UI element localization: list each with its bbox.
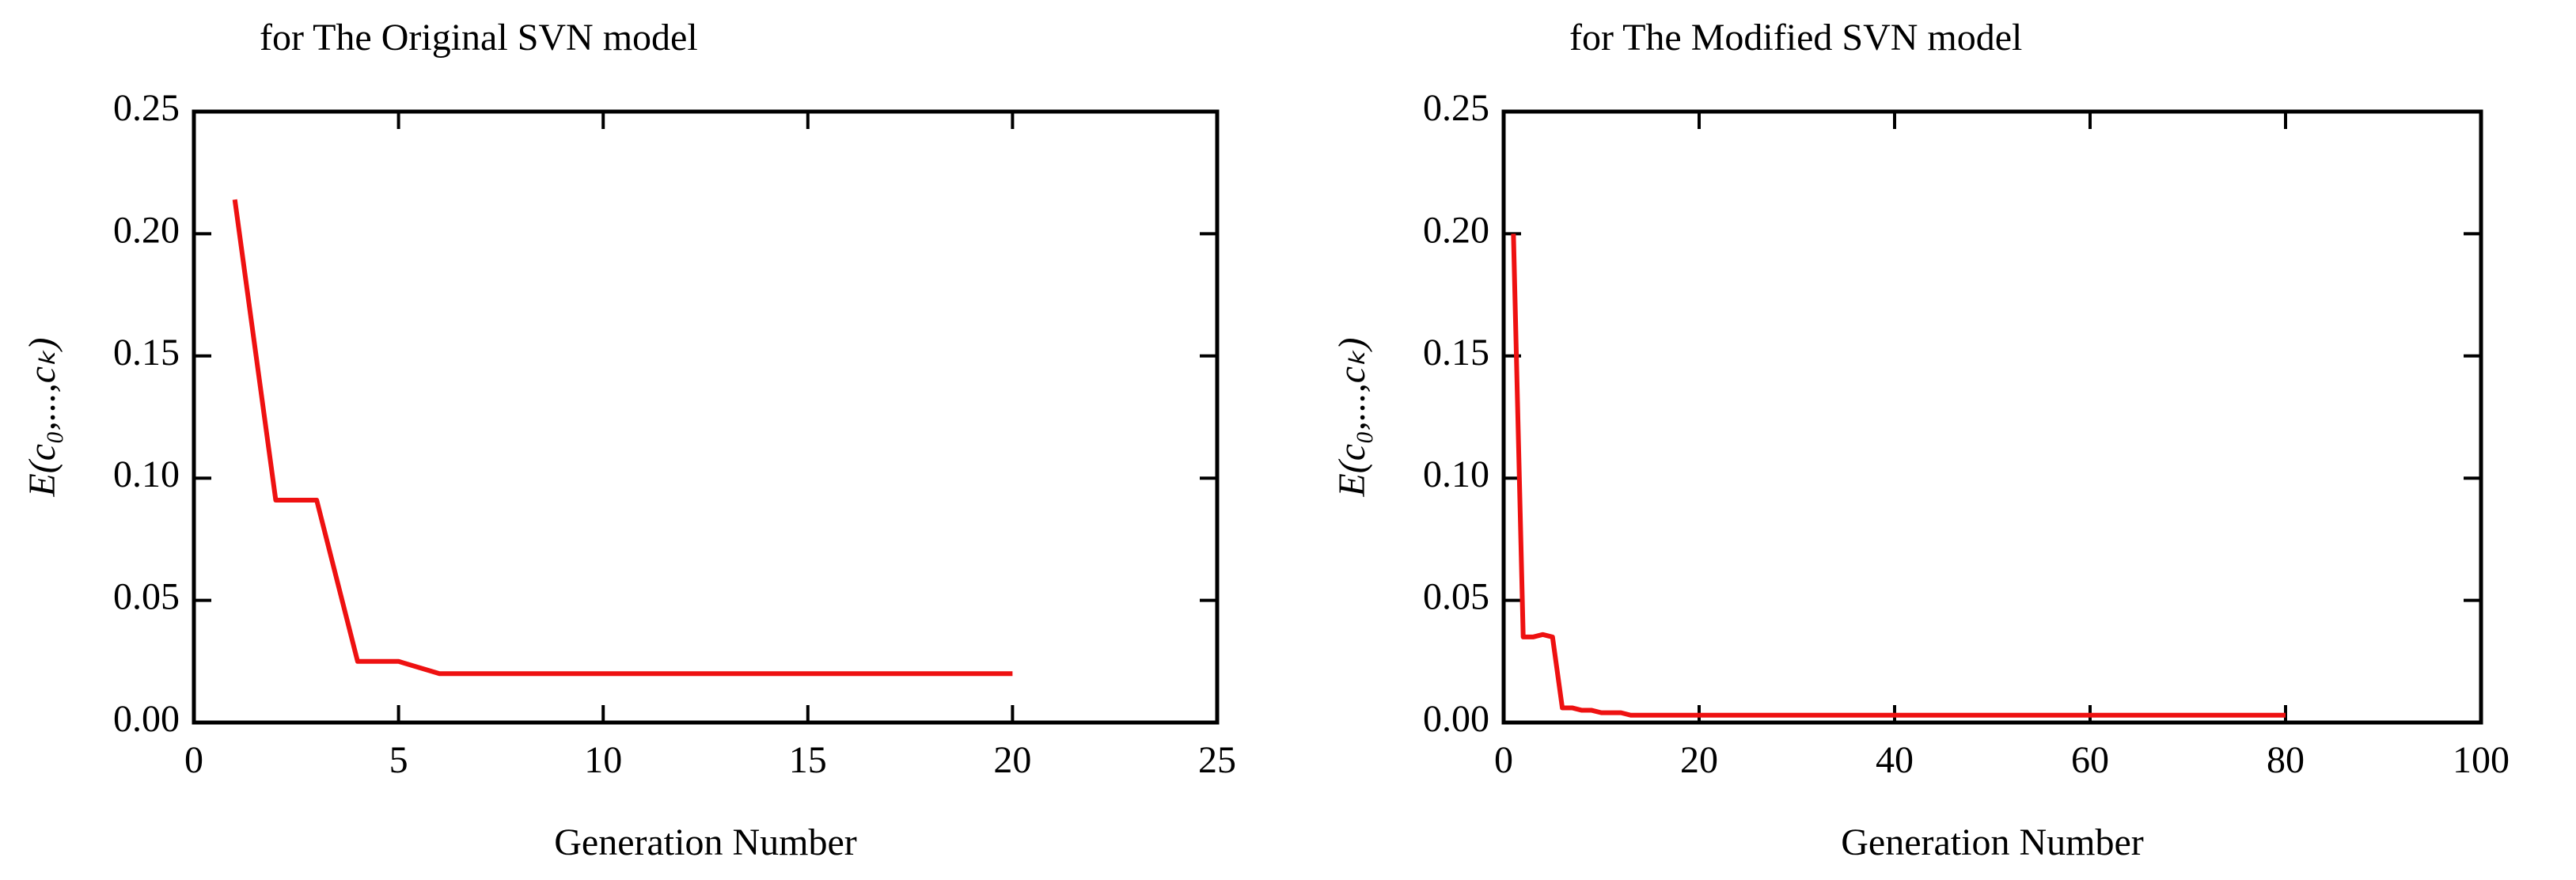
chart-title: for The Original SVN model [260, 17, 698, 59]
x-tick-label: 15 [789, 739, 827, 781]
y-tick-label: 0.15 [113, 332, 180, 374]
x-tick-label: 0 [184, 739, 203, 781]
x-tick-label: 5 [389, 739, 408, 781]
y-axis-label: E(c₀,...,cₖ) [21, 337, 63, 497]
x-tick-label: 20 [1680, 739, 1718, 781]
x-tick-label: 0 [1494, 739, 1513, 781]
x-axis-label: Generation Number [1841, 821, 2144, 863]
y-axis-label: E(c₀,...,cₖ) [1331, 337, 1373, 497]
x-tick-label: 20 [993, 739, 1031, 781]
y-tick-label: 0.20 [113, 209, 180, 251]
x-tick-label: 25 [1198, 739, 1236, 781]
y-tick-label: 0.05 [113, 576, 180, 618]
chart-title: for The Modified SVN model [1569, 17, 2022, 59]
x-tick-label: 10 [584, 739, 622, 781]
x-tick-label: 40 [1876, 739, 1914, 781]
y-tick-label: 0.25 [113, 87, 180, 129]
x-tick-label: 100 [2453, 739, 2510, 781]
y-tick-label: 0.10 [113, 453, 180, 495]
y-tick-label: 0.00 [1423, 698, 1489, 740]
y-tick-label: 0.05 [1423, 576, 1489, 618]
y-tick-label: 0.25 [1423, 87, 1489, 129]
plot-frame [192, 109, 1220, 725]
data-line [1511, 233, 2286, 718]
y-tick-label: 0.00 [113, 698, 180, 740]
data-line [232, 199, 1013, 677]
x-tick-label: 80 [2267, 739, 2305, 781]
x-tick-label: 60 [2071, 739, 2109, 781]
y-tick-label: 0.10 [1423, 453, 1489, 495]
x-axis-label: Generation Number [554, 821, 857, 863]
y-tick-label: 0.20 [1423, 209, 1489, 251]
y-tick-label: 0.15 [1423, 332, 1489, 374]
plot-frame [1501, 109, 2483, 725]
